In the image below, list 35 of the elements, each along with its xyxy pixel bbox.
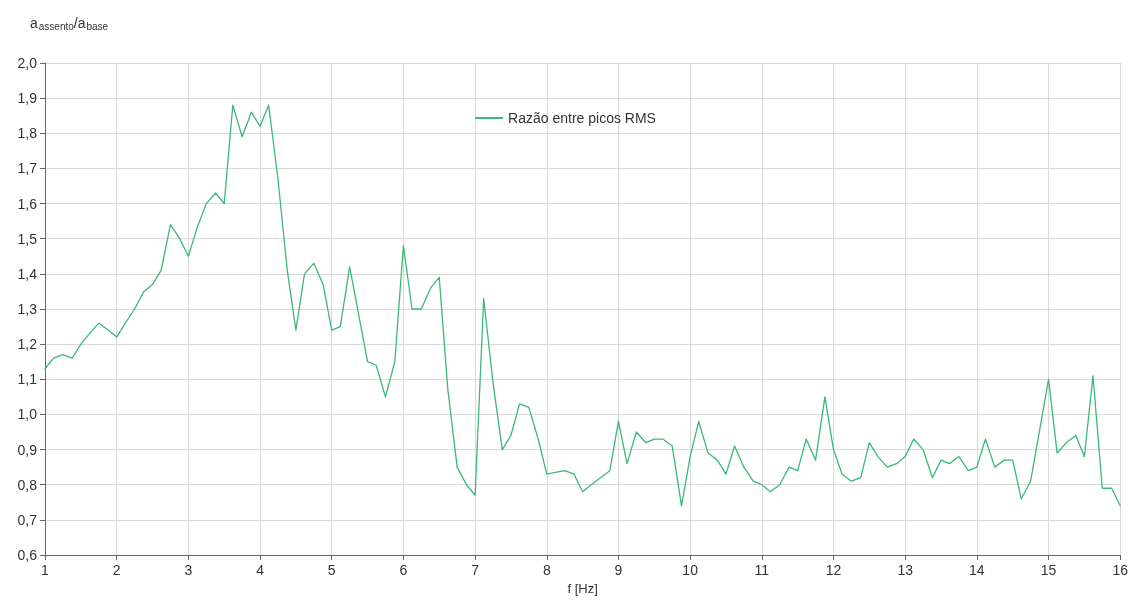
y-tick-label: 0,7 (17, 511, 38, 528)
x-tick-label: 13 (897, 562, 914, 578)
y-tick-label: 0,6 (17, 547, 38, 563)
y-tick-label: 1,9 (17, 90, 38, 107)
x-tick-label: 16 (1112, 562, 1129, 578)
y-tick-label: 0,8 (17, 476, 38, 493)
x-tick-label: 3 (184, 562, 193, 578)
x-tick-label: 10 (682, 562, 699, 578)
y-tick-label: 1,7 (17, 160, 38, 177)
x-tick-label: 6 (399, 562, 408, 578)
y-tick-label: 1,2 (17, 336, 38, 353)
x-tick-label: 2 (112, 562, 121, 578)
x-axis-title: f [Hz] (567, 581, 598, 596)
x-tick-label: 15 (1040, 562, 1057, 578)
x-tick-label: 12 (825, 562, 842, 578)
x-tick-label: 8 (542, 562, 551, 578)
y-axis-title: aassento/abase (30, 15, 109, 32)
x-tick-label: 1 (41, 562, 50, 578)
x-tick-label: 7 (471, 562, 480, 578)
y-tick-label: 1,6 (17, 195, 38, 212)
y-tick-label: 1,4 (17, 265, 38, 282)
y-tick-label: 1,8 (17, 125, 38, 142)
y-tick-label: 0,9 (17, 441, 38, 458)
x-tick-label: 5 (327, 562, 336, 578)
line-series (44, 104, 1121, 507)
y-tick-label: 2,0 (17, 55, 38, 71)
y-tick-label: 1,5 (17, 230, 38, 247)
y-tick-label: 1,0 (17, 406, 38, 423)
x-tick-label: 4 (256, 562, 265, 578)
legend-label: Razão entre picos RMS (508, 110, 656, 126)
x-tick-label: 9 (614, 562, 623, 578)
y-tick-label: 1,1 (17, 371, 38, 388)
x-tick-label: 11 (754, 562, 770, 578)
y-tick-label: 1,3 (17, 301, 38, 317)
x-tick-label: 14 (969, 562, 985, 578)
